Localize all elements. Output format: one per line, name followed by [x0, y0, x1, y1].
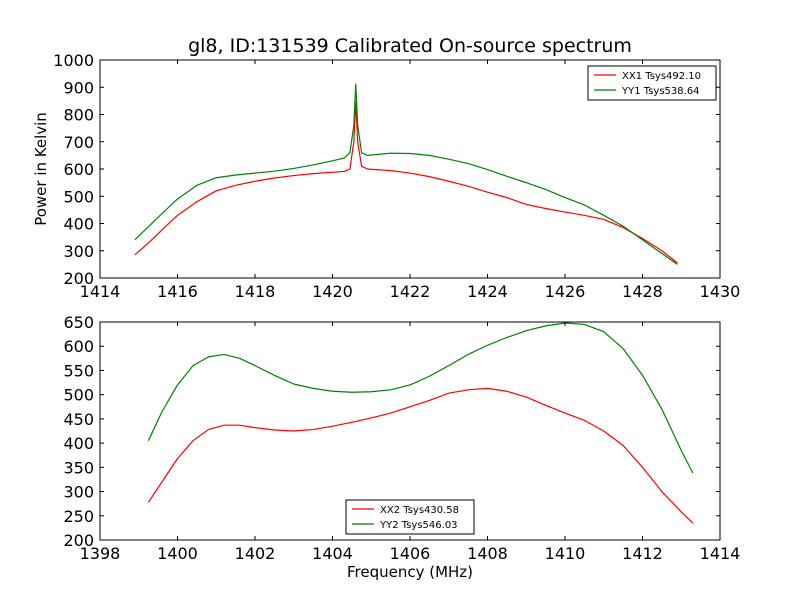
- y-axis-label: Power in Kelvin: [32, 112, 50, 226]
- series-line-0-1: [134, 83, 678, 265]
- bottom-panel: 1398 1400 1402 1404 1406 1408 1410 1412 1414 200 2…: [63, 313, 740, 581]
- legend-label: YY1 Tsys538.64: [621, 86, 700, 97]
- legend-box: [345, 499, 475, 535]
- y-tick-label: 800: [63, 106, 94, 125]
- x-tick-label: 1414: [700, 544, 741, 563]
- x-tick-label: 1402: [235, 544, 276, 563]
- y-tick-label: 300: [63, 483, 94, 502]
- x-tick-label: 1416: [157, 282, 198, 301]
- legend-label: YY2 Tsys546.03: [379, 520, 458, 531]
- legend: XX2 Tsys430.58 YY2 Tsys546.03: [345, 499, 475, 535]
- x-tick-label: 1412: [622, 544, 663, 563]
- y-tick-label: 500: [63, 187, 94, 206]
- y-tick-label: 600: [63, 160, 94, 179]
- x-tick-label: 1428: [622, 282, 663, 301]
- x-tick-label: 1414: [80, 282, 121, 301]
- series-line-0-0: [134, 101, 678, 264]
- x-tick-label: 1430: [700, 282, 741, 301]
- x-tick-label: 1398: [80, 544, 121, 563]
- y-tick-label: 450: [63, 410, 94, 429]
- series-line-1-1: [147, 322, 694, 474]
- x-axis-label: Frequency (MHz): [347, 563, 473, 581]
- y-tick-label: 300: [63, 242, 94, 261]
- legend: XX1 Tsys492.10 YY1 Tsys538.64: [587, 65, 717, 101]
- x-tick-label: 1406: [390, 544, 431, 563]
- series-line-1-0: [147, 387, 694, 524]
- y-tick-label: 200: [63, 531, 94, 550]
- y-tick-label: 700: [63, 133, 94, 152]
- x-tick-label: 1404: [312, 544, 353, 563]
- x-tick-label: 1426: [545, 282, 586, 301]
- plot-area: [134, 83, 678, 265]
- x-tick-label: 1410: [545, 544, 586, 563]
- y-tick-label: 250: [63, 507, 94, 526]
- x-tick-label: 1422: [390, 282, 431, 301]
- legend-label: XX2 Tsys430.58: [380, 505, 459, 516]
- y-tick-label: 1000: [53, 51, 94, 70]
- y-tick-label: 400: [63, 434, 94, 453]
- y-tick-label: 350: [63, 458, 94, 477]
- x-tick-label: 1420: [312, 282, 353, 301]
- legend-label: XX1 Tsys492.10: [622, 71, 701, 82]
- x-tick-label: 1418: [235, 282, 276, 301]
- plot-area: [147, 322, 694, 524]
- y-tick-label: 650: [63, 313, 94, 332]
- legend-box: [587, 65, 717, 101]
- y-tick-label: 400: [63, 215, 94, 234]
- top-panel: 1414 1416 1418 1420 1422 1424 1426 1428 1430 200 3…: [32, 35, 740, 301]
- x-tick-label: 1408: [467, 544, 508, 563]
- y-tick-label: 900: [63, 78, 94, 97]
- x-tick-label: 1400: [157, 544, 198, 563]
- y-tick-label: 200: [63, 269, 94, 288]
- y-tick-label: 550: [63, 361, 94, 380]
- chart-title: gl8, ID:131539 Calibrated On-source spec…: [188, 35, 632, 57]
- x-tick-label: 1424: [467, 282, 508, 301]
- y-tick-label: 500: [63, 386, 94, 405]
- y-tick-label: 600: [63, 337, 94, 356]
